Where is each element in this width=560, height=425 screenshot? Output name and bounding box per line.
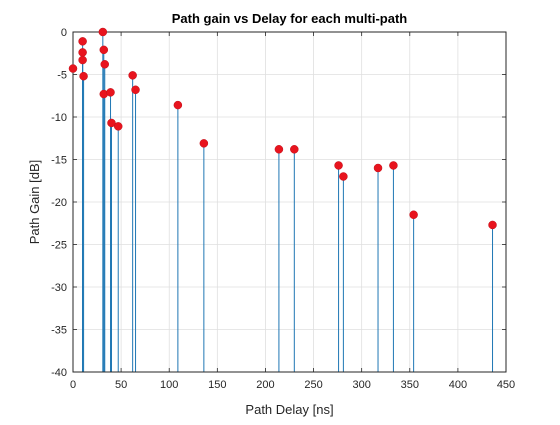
x-tick-label: 400 <box>449 379 467 391</box>
data-point-marker <box>199 139 209 148</box>
grid-lines <box>73 32 506 372</box>
data-point-marker <box>68 64 78 73</box>
y-tick-label: -30 <box>51 282 67 294</box>
data-point-marker <box>373 163 383 173</box>
x-axis-label: Path Delay [ns] <box>245 402 333 417</box>
stem-lines <box>72 32 494 372</box>
data-point-marker <box>78 48 87 57</box>
data-point-marker <box>79 71 88 81</box>
data-point-marker <box>113 122 123 131</box>
data-point-marker <box>409 210 418 219</box>
y-tick-label: -10 <box>51 112 67 124</box>
data-point-marker <box>107 118 116 128</box>
y-tick-label: -40 <box>51 367 67 379</box>
y-tick-label: -15 <box>51 155 67 167</box>
data-point-marker <box>131 85 140 95</box>
data-point-marker <box>274 145 284 154</box>
x-tick-label: 200 <box>256 379 274 391</box>
x-tick-label: 250 <box>304 379 322 391</box>
y-tick-label: -25 <box>51 240 67 252</box>
y-tick-label: -20 <box>51 197 67 209</box>
x-tick-label: 300 <box>352 379 370 391</box>
x-tick-label: 50 <box>115 379 127 391</box>
data-point-marker <box>290 145 299 154</box>
data-point-marker <box>488 220 497 230</box>
axis-ticks: 0 50 100 150 200 250 300 350 400 450 0 -5 -10 -15 -20 -… <box>51 27 515 391</box>
data-point-marker <box>389 161 398 170</box>
data-point-marker <box>339 172 348 181</box>
data-point-marker <box>173 100 183 110</box>
y-axis-label: Path Gain [dB] <box>27 160 42 245</box>
x-tick-label: 150 <box>208 379 226 391</box>
data-point-marker <box>128 71 137 80</box>
x-tick-label: 100 <box>160 379 178 391</box>
data-point-marker <box>334 161 343 170</box>
chart-title: Path gain vs Delay for each multi-path <box>172 11 408 26</box>
y-tick-label: 0 <box>61 27 67 39</box>
data-point-marker <box>106 88 115 97</box>
y-tick-label: -35 <box>51 325 67 337</box>
data-markers <box>68 27 497 230</box>
data-point-marker <box>98 27 108 37</box>
x-tick-label: 450 <box>497 379 515 391</box>
data-point-marker <box>99 45 109 55</box>
x-tick-label: 350 <box>401 379 419 391</box>
y-tick-label: -5 <box>57 70 67 82</box>
x-tick-label: 0 <box>70 379 76 391</box>
data-point-marker <box>78 55 87 65</box>
data-point-marker <box>78 37 87 46</box>
data-point-marker <box>100 60 110 69</box>
